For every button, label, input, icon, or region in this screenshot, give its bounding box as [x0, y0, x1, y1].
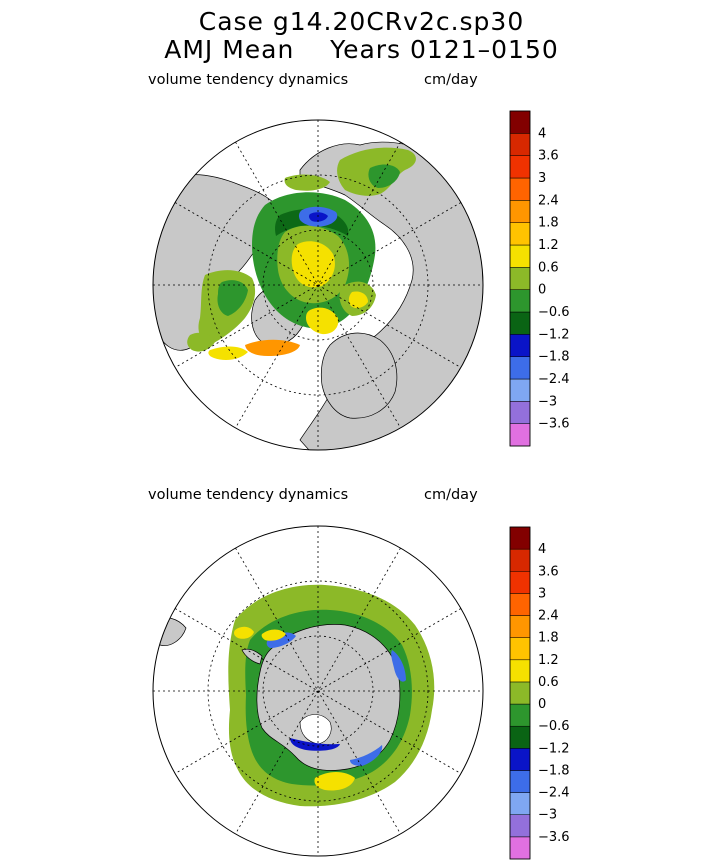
- colorbar-swatch: [509, 401, 531, 424]
- colorbar-swatch: [509, 177, 531, 201]
- colorbar-swatch: [509, 615, 531, 638]
- north-polar-map: [152, 119, 484, 451]
- colorbar-tick-label: −1.8: [538, 350, 570, 365]
- colorbar-swatch: [509, 200, 531, 223]
- colorbar-swatch: [509, 110, 531, 134]
- south-ross-ice-shelf: [299, 714, 332, 745]
- colorbar-tick-label: −0.6: [538, 305, 570, 320]
- colorbar-tick-label: −3.6: [538, 830, 570, 845]
- colorbar-tick-label: 3: [538, 171, 546, 186]
- north-land-europe: [320, 332, 398, 419]
- south-land-peninsula: [241, 648, 263, 665]
- colorbar-tick-label: 1.2: [538, 238, 559, 253]
- colorbar-tick-label: −2.4: [538, 786, 570, 801]
- north-ice-siberian-shelf-green: [368, 164, 400, 188]
- colorbar-tick-label: 3: [538, 586, 546, 601]
- colorbar-tick-label: 4: [538, 126, 546, 141]
- colorbar-swatch: [509, 267, 531, 290]
- colorbar-swatch: [509, 748, 531, 771]
- north-units-label: cm/day: [424, 72, 478, 88]
- north-ice-field-deep-blue: [308, 212, 328, 222]
- colorbar-tick-label: −2.4: [538, 372, 570, 387]
- colorbar-swatch: [509, 526, 531, 550]
- colorbar-tick-label: 0.6: [538, 260, 559, 275]
- colorbar-swatch: [509, 244, 531, 268]
- colorbar-tick-label: 2.4: [538, 609, 559, 624]
- colorbar-swatch: [509, 836, 531, 860]
- colorbar-tick-label: 1.8: [538, 216, 559, 231]
- colorbar-swatch: [509, 593, 531, 616]
- colorbar-tick-label: 3.6: [538, 149, 559, 164]
- north-ice-labrador-yellow: [208, 346, 248, 360]
- colorbar-frame: [509, 110, 531, 447]
- colorbar-tick-label: 0.6: [538, 675, 559, 690]
- colorbar-swatch: [509, 548, 531, 572]
- colorbar-tick-label: 2.4: [538, 193, 559, 208]
- colorbar-tick-label: 4: [538, 542, 546, 557]
- colorbar-tick-label: −3: [538, 394, 557, 409]
- colorbar-swatch: [509, 378, 531, 402]
- south-ice-yellow-weddell: [234, 626, 254, 639]
- south-ice-yellow-weddell-2: [261, 629, 286, 641]
- colorbar-swatch: [509, 155, 531, 179]
- south-land-antarctica: [256, 624, 401, 771]
- colorbar-swatch: [509, 814, 531, 838]
- colorbar-swatch: [509, 637, 531, 661]
- colorbar-tick-label: −3.6: [538, 417, 570, 432]
- colorbar-swatch: [509, 334, 531, 357]
- north-field-label: volume tendency dynamics: [148, 72, 349, 88]
- north-ice-fram-orange: [245, 339, 300, 356]
- colorbar-swatch: [509, 289, 531, 313]
- colorbar-swatch: [509, 703, 531, 727]
- colorbar-tick-label: 0: [538, 283, 546, 298]
- north-ice-kara-yellow: [348, 291, 368, 309]
- title-line-2: AMJ Mean Years 0121–0150: [164, 35, 559, 64]
- colorbar-frame: [509, 526, 531, 860]
- colorbar-swatch: [509, 423, 531, 447]
- south-polar-map: [152, 525, 484, 857]
- colorbar-tick-label: −1.8: [538, 763, 570, 778]
- north-ice-canadian-archipelago-green: [217, 280, 248, 316]
- colorbar-swatch: [509, 681, 531, 705]
- colorbar-swatch: [509, 792, 531, 815]
- south-ice-blue-east: [391, 650, 406, 682]
- colorbar-tick-label: 1.8: [538, 631, 559, 646]
- north-colorbar: 4 3.6 3 2.4 1.8 1.2 0.6 0 −0.6 −1.2 −1.8 −2.4 −3 −3.6: [509, 110, 570, 447]
- north-ice-chukchi: [284, 174, 330, 191]
- colorbar-tick-label: −0.6: [538, 719, 570, 734]
- title-line-1: Case g14.20CRv2c.sp30: [198, 7, 525, 36]
- colorbar-tick-label: 1.2: [538, 653, 559, 668]
- colorbar-tick-label: 3.6: [538, 564, 559, 579]
- south-units-label: cm/day: [424, 487, 478, 503]
- colorbar-swatch: [509, 222, 531, 246]
- colorbar-swatch: [509, 311, 531, 335]
- colorbar-swatch: [509, 770, 531, 793]
- north-ice-barents-yellow: [306, 307, 339, 335]
- colorbar-tick-label: −3: [538, 808, 557, 823]
- colorbar-tick-label: −1.2: [538, 327, 570, 342]
- north-ice-hudson-bay: [187, 332, 215, 352]
- colorbar-swatch: [509, 659, 531, 683]
- colorbar-swatch: [509, 571, 531, 594]
- south-colorbar: 4 3.6 3 2.4 1.8 1.2 0.6 0 −0.6 −1.2 −1.8 −2.4 −3 −3.6: [509, 526, 570, 860]
- colorbar-tick-label: −1.2: [538, 741, 570, 756]
- colorbar-swatch: [509, 356, 531, 380]
- colorbar-swatch: [509, 725, 531, 749]
- south-ice-yellow-ross-sea: [314, 772, 355, 791]
- south-field-label: volume tendency dynamics: [148, 487, 349, 503]
- south-ice-blue-ross: [290, 738, 340, 751]
- colorbar-swatch: [509, 133, 531, 156]
- colorbar-tick-label: 0: [538, 697, 546, 712]
